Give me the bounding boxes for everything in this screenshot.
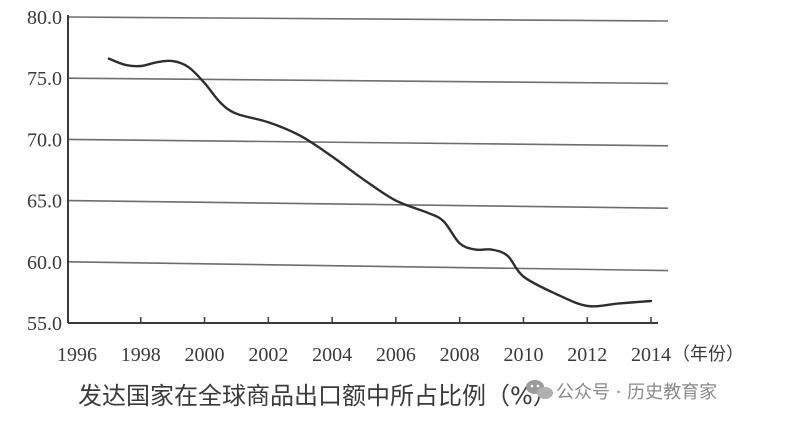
x-tick-label: 2004 [312, 344, 352, 366]
y-tick-label: 70.0 [27, 129, 62, 151]
y-tick-label: 65.0 [27, 191, 62, 213]
gridline [67, 199, 669, 209]
x-tick-label: 2012 [567, 344, 607, 366]
x-tick-label: 2000 [185, 344, 225, 366]
wechat-icon [526, 380, 553, 399]
x-tick-label: 2002 [248, 344, 288, 366]
y-tick-label: 60.0 [27, 252, 62, 274]
x-tick-label: 2010 [503, 344, 543, 366]
watermark-text: 公众号 · 历史教育家 [556, 382, 717, 403]
gridlines [67, 16, 669, 272]
y-tick-label: 80.0 [27, 7, 62, 29]
x-tick-label: 2008 [440, 344, 480, 366]
y-tick-label: 55.0 [27, 313, 62, 335]
gridline [67, 138, 669, 147]
axes [67, 15, 658, 324]
chart-title: 发达国家在全球商品出口额中所占比例（%） [78, 382, 557, 410]
gridline [67, 16, 669, 22]
y-tick-label: 75.0 [27, 68, 62, 90]
x-tick-label: 2006 [376, 344, 416, 366]
series-lines [107, 57, 653, 308]
x-tick-label: 1998 [121, 344, 161, 366]
gridline [67, 77, 669, 85]
x-unit-label: （年份） [672, 344, 744, 365]
gridline [67, 261, 669, 272]
y-tick-labels: 55.0 60.0 65.0 70.0 75.0 80.0 [27, 7, 62, 335]
x-tick-labels: 1996 1998 2000 2002 2004 2006 2008 2010 2012 2014 [57, 344, 671, 366]
series-line [107, 57, 653, 308]
watermark: 公众号 · 历史教育家 [526, 380, 717, 403]
x-tick-label: 2014 [631, 344, 671, 366]
x-tick-label: 1996 [57, 344, 97, 366]
